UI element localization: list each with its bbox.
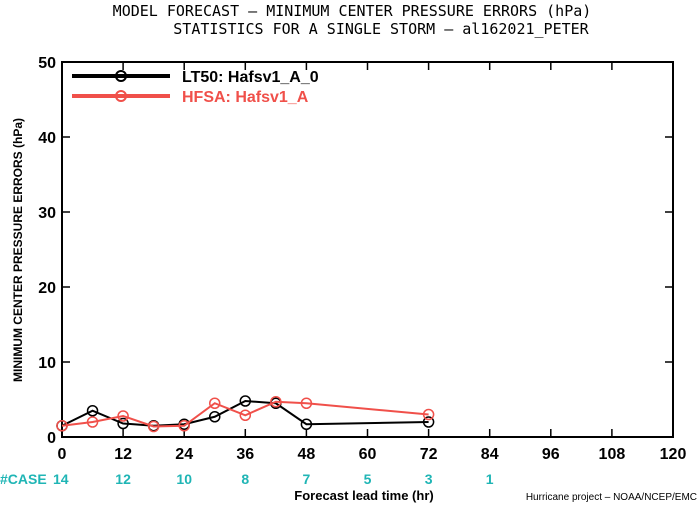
case-count: 12 [115, 471, 131, 487]
series-point [422, 416, 435, 428]
y-tick-label: 50 [38, 55, 56, 72]
case-row-label: #CASE [0, 471, 47, 487]
x-tick-label: 72 [420, 446, 438, 463]
series-point [86, 416, 99, 428]
series-point [209, 397, 221, 409]
series-point [270, 396, 282, 408]
x-tick-label: 96 [542, 446, 560, 463]
case-count: 14 [53, 471, 69, 487]
x-tick-label: 48 [298, 446, 316, 463]
case-count: 8 [241, 471, 249, 487]
legend-swatch-marker [115, 70, 127, 82]
x-tick-label: 84 [481, 446, 499, 463]
y-tick-label: 40 [38, 130, 56, 147]
chart-title: MODEL FORECAST – MINIMUM CENTER PRESSURE… [113, 2, 592, 20]
case-count: 10 [176, 471, 192, 487]
x-tick-label: 0 [58, 446, 67, 463]
series-point [209, 411, 221, 423]
series-line [61, 399, 429, 427]
credit-text: Hurricane project – NOAA/NCEP/EMC [526, 492, 697, 503]
series-point [178, 420, 190, 432]
x-tick-label: 12 [114, 446, 132, 463]
legend-label: HFSA: Hafsv1_A [182, 89, 309, 106]
case-count: 1 [486, 471, 494, 487]
y-axis-label: MINIMUM CENTER PRESSURE ERRORS (hPa) [11, 118, 25, 382]
y-tick-label: 0 [47, 430, 56, 447]
plot-frame [61, 61, 674, 438]
case-counts-row: #CASE 14 12 10 8 7 5 3 1 [0, 471, 494, 487]
legend-label: LT50: Hafsv1_A_0 [182, 69, 319, 86]
series-point [117, 417, 129, 430]
series-point [86, 405, 99, 417]
chart-subtitle: STATISTICS FOR A SINGLE STORM – al162021… [173, 20, 589, 38]
series-point [117, 410, 129, 422]
series-point [239, 395, 252, 407]
legend-swatch-marker [115, 90, 127, 102]
series-line [61, 400, 429, 428]
series-layer [56, 395, 435, 433]
series-point [56, 420, 68, 432]
x-axis-label: Forecast lead time (hr) [294, 488, 433, 503]
series-point [422, 408, 435, 421]
x-axis-ticks: 0 12 24 36 48 60 72 84 96 108 120 [58, 62, 687, 463]
series-point [300, 418, 313, 430]
x-tick-label: 60 [359, 446, 377, 463]
case-count: 5 [364, 471, 372, 487]
series-point [239, 409, 252, 421]
x-tick-label: 36 [236, 446, 254, 463]
x-tick-label: 24 [175, 446, 193, 463]
y-tick-label: 20 [38, 280, 56, 297]
x-tick-label: 108 [599, 446, 626, 463]
case-count: 7 [303, 471, 311, 487]
series-point [147, 420, 160, 433]
case-count: 3 [425, 471, 433, 487]
legend: LT50: Hafsv1_A_0 HFSA: Hafsv1_A [72, 69, 319, 106]
y-tick-label: 10 [38, 355, 56, 372]
y-tick-label: 30 [38, 205, 56, 222]
x-tick-label: 120 [660, 446, 687, 463]
y-axis-ticks: 0 10 20 30 40 50 [38, 55, 673, 447]
series-point [300, 397, 313, 409]
